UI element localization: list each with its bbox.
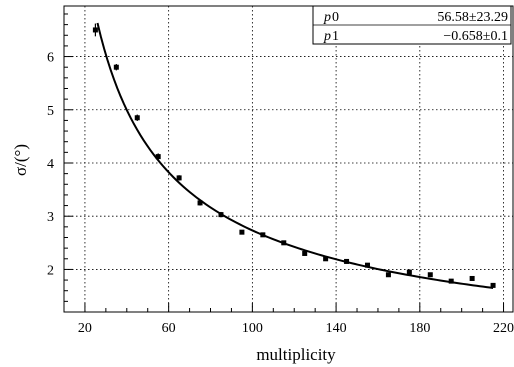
stats-param-sub: 1	[332, 29, 339, 44]
data-point	[469, 275, 475, 281]
plot-frame	[63, 5, 514, 313]
data-point	[134, 115, 140, 121]
data-point	[92, 27, 98, 33]
x-tick-label: 140	[326, 321, 347, 336]
axis-ticks	[64, 13, 505, 312]
stats-param-value: −0.658±0.1	[443, 29, 508, 44]
data-point	[239, 229, 245, 235]
data-point	[323, 256, 329, 262]
data-point	[281, 240, 287, 246]
fit-curve	[96, 22, 494, 289]
y-axis-title: σ/(°)	[11, 144, 30, 176]
y-tick-label: 6	[47, 51, 54, 66]
data-point	[385, 272, 391, 278]
data-point	[364, 262, 370, 268]
x-tick-label: 220	[493, 321, 514, 336]
x-tick-label: 100	[242, 321, 263, 336]
x-tick-label: 20	[78, 321, 92, 336]
stats-param-name: p	[323, 29, 331, 44]
data-point	[406, 269, 412, 275]
stats-param-name: p	[323, 10, 331, 25]
fit-curve-layer	[96, 22, 494, 289]
y-tick-label: 3	[47, 210, 54, 225]
data-point	[490, 282, 496, 288]
data-points	[92, 23, 496, 288]
data-point	[448, 278, 454, 284]
tick-labels: 20 60 100 140 180 220 2 3 4 5 6	[47, 51, 514, 336]
y-tick-label: 5	[47, 104, 54, 119]
data-point	[260, 232, 266, 238]
data-point	[176, 175, 182, 181]
data-point	[197, 200, 203, 206]
y-tick-label: 4	[47, 157, 54, 172]
y-tick-label: 2	[47, 263, 54, 278]
x-axis-title: multiplicity	[256, 345, 336, 364]
grid	[64, 6, 514, 312]
data-point	[155, 154, 161, 160]
x-tick-label: 60	[162, 321, 176, 336]
data-point	[302, 250, 308, 256]
data-point	[427, 272, 433, 278]
stats-param-sub: 0	[332, 10, 339, 25]
stats-box: p 0 56.58±23.29 p 1 −0.658±0.1	[312, 5, 512, 45]
data-point	[344, 258, 350, 264]
x-tick-label: 180	[409, 321, 430, 336]
data-point	[113, 64, 119, 70]
data-point	[218, 212, 224, 218]
stats-param-value: 56.58±23.29	[437, 10, 508, 25]
